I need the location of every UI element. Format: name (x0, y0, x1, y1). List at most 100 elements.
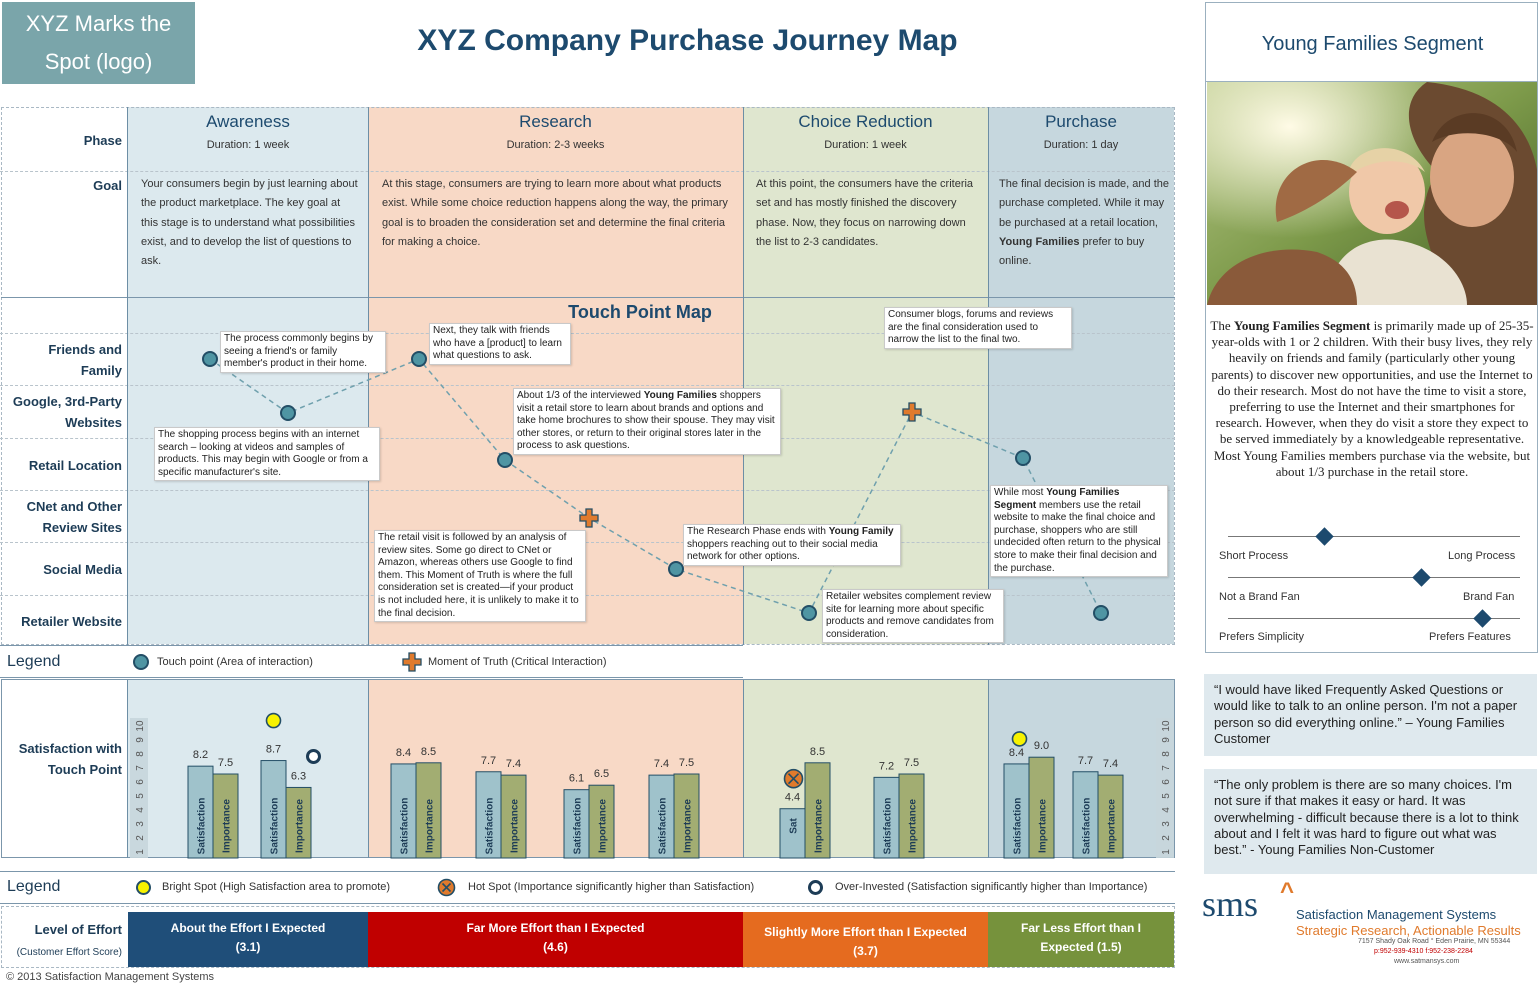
col-divider (127, 680, 128, 858)
journey-frame (1, 107, 1175, 645)
note-review-sites: The retail visit is followed by an analy… (374, 530, 586, 623)
legend-hot-spot: Hot Spot (Importance significantly highe… (468, 881, 755, 893)
y-tick-label: 7 (1161, 765, 1172, 771)
satisfaction-bar-label: Satisfaction (197, 798, 208, 855)
y-tick-label: 6 (1161, 779, 1172, 785)
importance-bar-label: Importance (510, 799, 521, 853)
quote-customer: “I would have liked Frequently Asked Que… (1204, 674, 1537, 756)
legend-touchpoints (0, 645, 743, 678)
note-social: The Research Phase ends with Young Famil… (683, 524, 901, 566)
legend-bright-spot: Bright Spot (High Satisfaction area to p… (162, 881, 391, 893)
goal-choice-reduction: At this point, the consumers have the cr… (756, 178, 974, 248)
y-tick-label: 6 (135, 779, 146, 785)
row-label-satisfaction: Satisfaction with Touch Point (18, 741, 122, 777)
segment-title: Young Families Segment (1261, 33, 1484, 55)
quote-non-customer: “The only problem is there are so many c… (1204, 769, 1537, 874)
importance-bar-label: Importance (425, 799, 436, 853)
row-label-goal: Goal (93, 178, 122, 193)
legend-over-invested: Over-Invested (Satisfaction significantl… (835, 881, 1148, 893)
effort-purchase: Far Less Effort than I Expected (1.5) (988, 912, 1174, 967)
goal-purchase: The final decision is made, and the purc… (999, 178, 1169, 268)
satisfaction-bar (260, 760, 287, 859)
row-label-google: Google, 3rd-Party Websites (12, 394, 122, 430)
importance-value: 9.0 (1034, 740, 1049, 752)
importance-bar-label: Importance (1107, 799, 1118, 853)
duration-awareness: Duration: 1 week (206, 139, 290, 151)
note-google: The shopping process begins with an inte… (154, 427, 380, 482)
effort-choice-reduction: Slightly More Effort than I Expected (3.7… (743, 912, 988, 967)
satisfaction-bar-label: Sat (789, 818, 800, 834)
col-divider (743, 680, 744, 858)
satisfaction-value: 7.4 (654, 758, 669, 770)
importance-bar (673, 773, 700, 859)
satisfaction-value: 8.7 (266, 744, 281, 756)
slider-process-left: Short Process (1219, 550, 1289, 562)
satisfaction-value: 6.1 (569, 773, 584, 785)
importance-value: 8.5 (810, 746, 825, 758)
satisfaction-value: 7.7 (1078, 755, 1093, 767)
legend-satisfaction (0, 871, 1175, 904)
importance-bar (1097, 774, 1124, 859)
row-label-cnet: CNet and Other Review Sites (26, 499, 122, 535)
y-tick-label: 3 (1161, 821, 1172, 827)
col-divider (988, 680, 989, 858)
col-divider (127, 107, 128, 645)
touch-point-retail (497, 452, 513, 468)
row-divider (0, 385, 1175, 386)
sms-caret-icon: ^ (1280, 878, 1295, 905)
awareness-band-bottom (128, 680, 368, 858)
importance-bar (804, 762, 831, 859)
importance-value: 7.5 (904, 757, 919, 769)
row-label-effort-sub: (Customer Effort Score) (16, 947, 122, 958)
legend-touch-point: Touch point (Area of interaction) (157, 656, 313, 668)
hot-spot-legend-icon (437, 878, 456, 897)
importance-value: 7.5 (679, 757, 694, 769)
effort-frame (1, 906, 1175, 968)
importance-bar (588, 784, 615, 859)
importance-value: 8.5 (421, 746, 436, 758)
phase-purchase: Purchase (1045, 112, 1117, 131)
satisfaction-bar (779, 808, 806, 859)
importance-bar (415, 762, 442, 859)
importance-value: 7.4 (1103, 758, 1118, 770)
satisfaction-bar-label: Satisfaction (485, 798, 496, 855)
goal-awareness: Your consumers begin by just learning ab… (141, 178, 358, 268)
page-title: XYZ Company Purchase Journey Map (417, 24, 958, 57)
slider-process-right: Long Process (1448, 550, 1516, 562)
note-friends: The process commonly begins by seeing a … (220, 331, 386, 373)
touch-point-friends (202, 351, 218, 367)
note-friends-research: Next, they talk with friends who have a … (429, 323, 571, 365)
satisfaction-value: 4.4 (785, 792, 800, 804)
bright-spot-legend-icon (136, 880, 151, 895)
effort-awareness: About the Effort I Expected (3.1) (128, 912, 368, 967)
row-divider (0, 333, 1175, 334)
row-label-social: Social Media (43, 562, 122, 577)
row-label-friends: Friends and Family (48, 342, 122, 378)
hot-spot-icon-cross (787, 773, 800, 785)
note-retail: About 1/3 of the interviewed Young Famil… (513, 388, 781, 455)
slider-brand-right: Brand Fan (1463, 591, 1515, 603)
y-tick-label: 9 (135, 737, 146, 743)
sms-logo: sms ^ Satisfaction Management Systems St… (1198, 878, 1538, 978)
importance-bar (898, 773, 925, 859)
touch-point-retailer-purchase (1093, 605, 1109, 621)
moment-of-truth-icon (579, 508, 599, 528)
satisfaction-bar-label: Satisfaction (270, 798, 281, 855)
col-divider (743, 107, 744, 645)
satisfaction-bar-label: Satisfaction (658, 798, 669, 855)
company-logo: XYZ Marks the Spot (logo) (2, 2, 195, 84)
family-photo (1207, 82, 1537, 305)
importance-bar-label: Importance (814, 799, 825, 853)
row-label-retail: Retail Location (28, 458, 122, 473)
slider-features-right: Prefers Features (1429, 631, 1511, 643)
touch-point-map-title: Touch Point Map (568, 302, 712, 322)
row-divider (0, 595, 1175, 596)
importance-value: 7.5 (218, 757, 233, 769)
touch-point-legend-icon (133, 654, 149, 670)
col-divider (368, 680, 369, 858)
legend2-title: Legend (7, 878, 61, 895)
note-blogs: Consumer blogs, forums and reviews are t… (884, 307, 1072, 349)
importance-bar (285, 786, 312, 859)
touch-point-retailer (801, 605, 817, 621)
sms-address: 7157 Shady Oak Road ° Eden Prairie, MN 5… (1358, 938, 1511, 945)
